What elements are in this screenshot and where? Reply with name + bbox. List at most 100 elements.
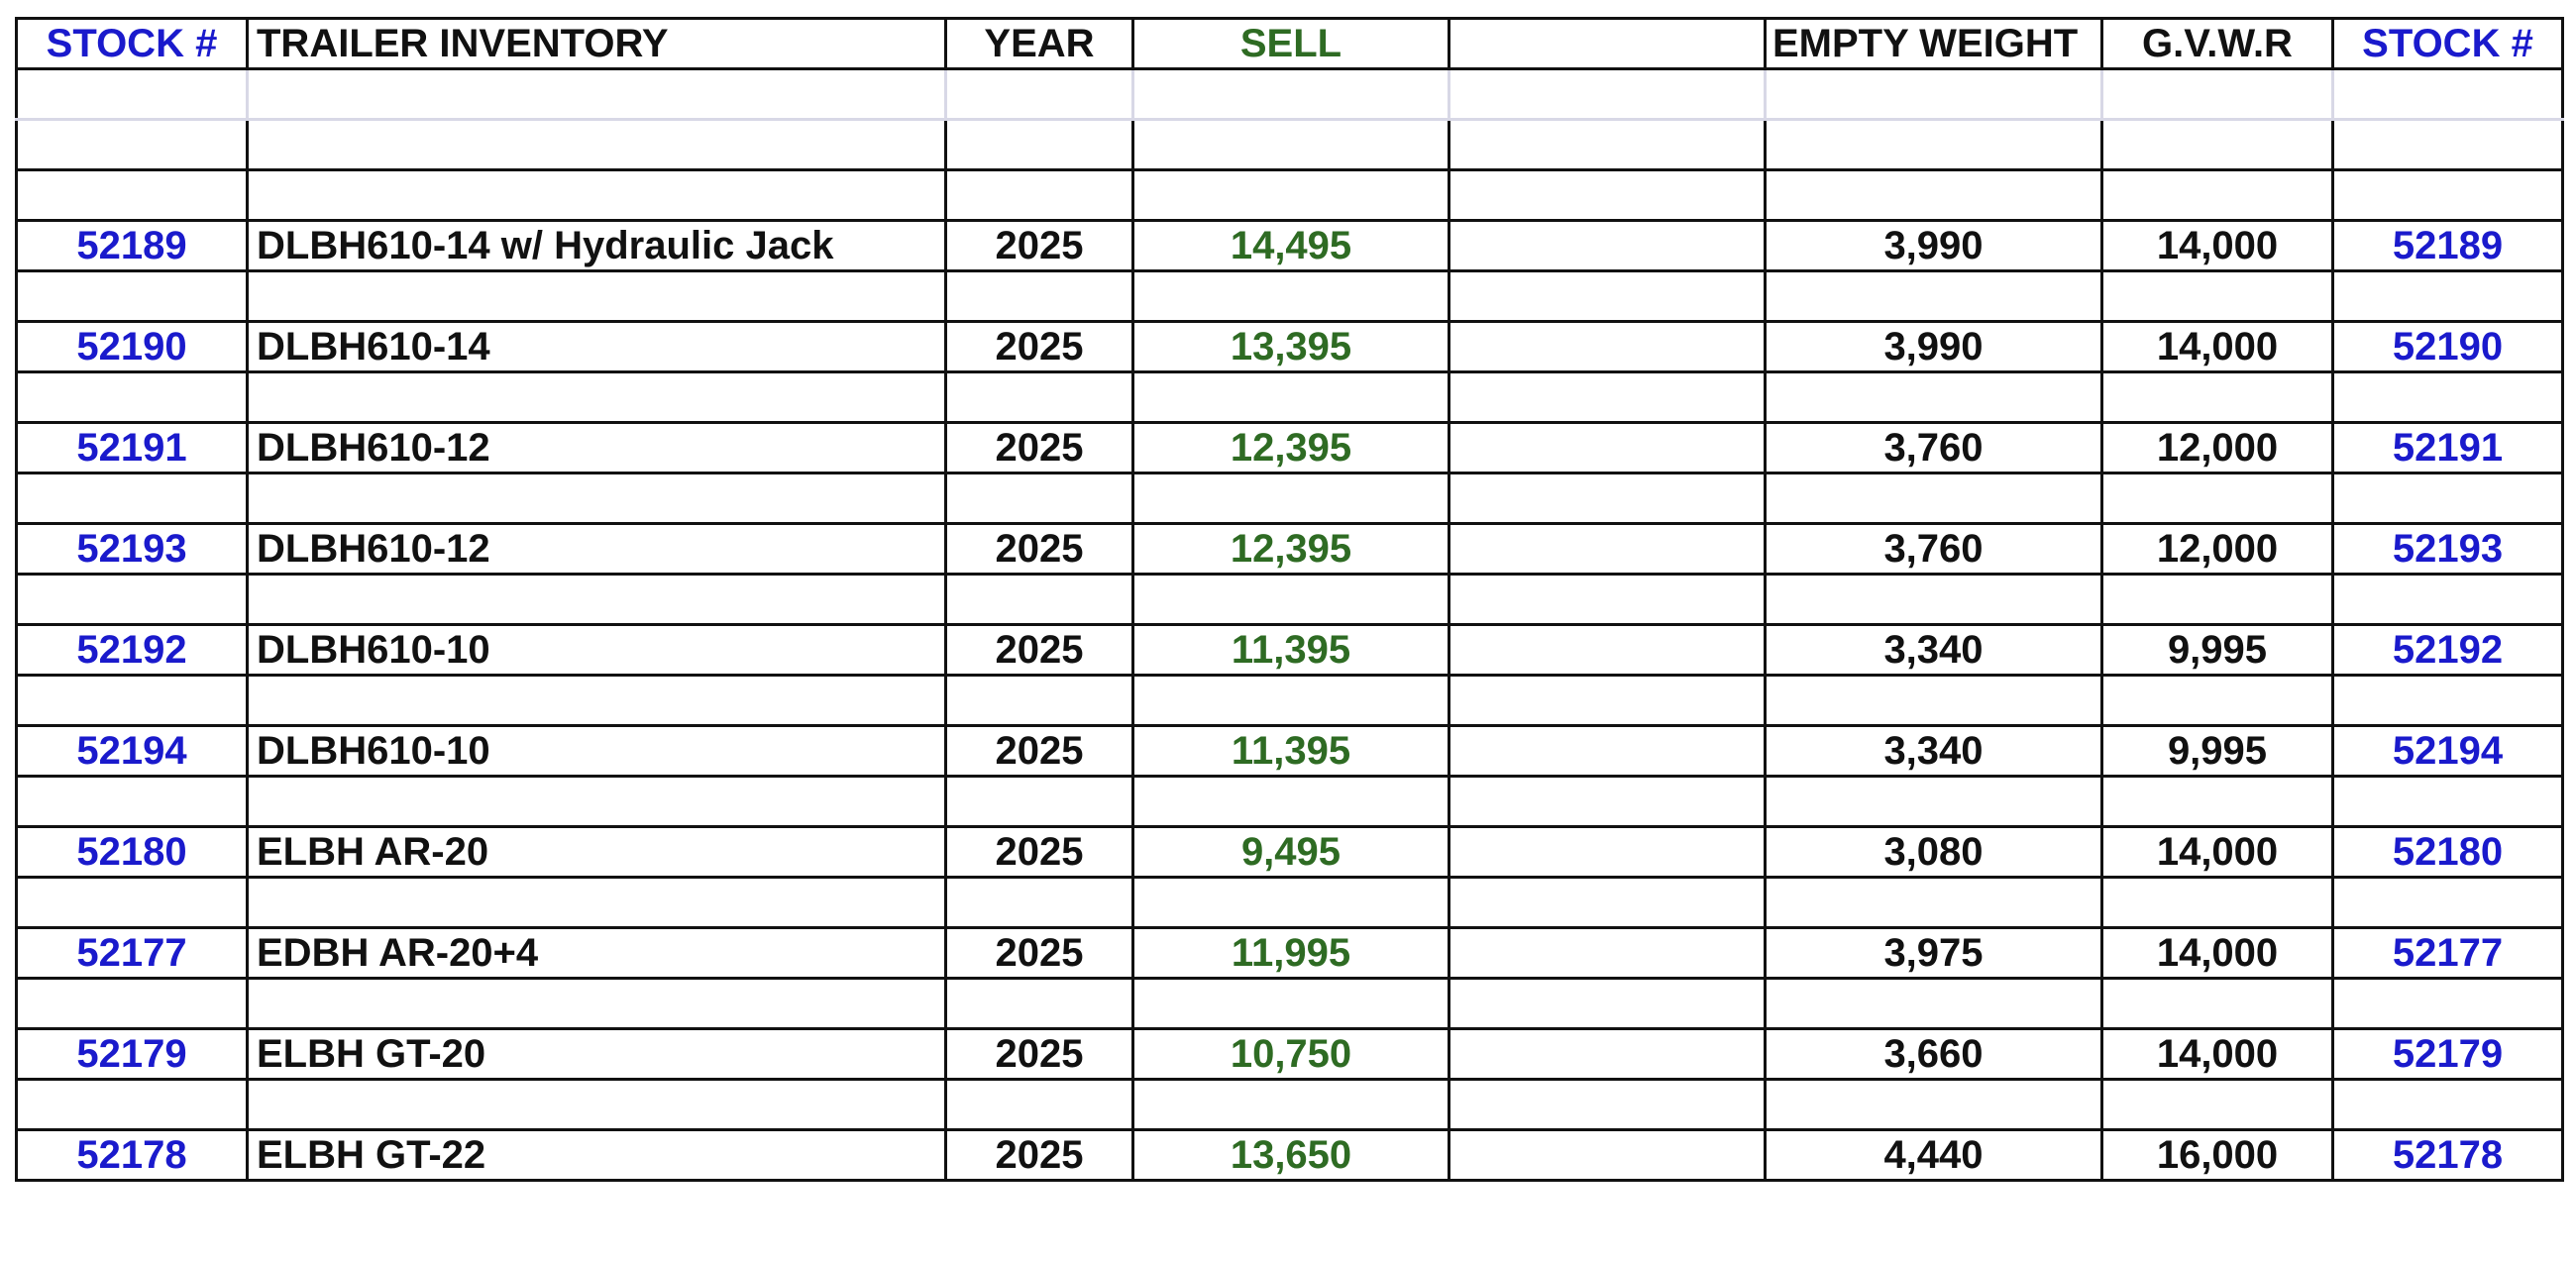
blank-cell[interactable]	[1448, 522, 1767, 576]
cell[interactable]	[1448, 573, 1767, 626]
cell[interactable]	[944, 1078, 1134, 1131]
cell[interactable]	[15, 118, 249, 171]
stock-number-right-cell[interactable]: 52192	[2331, 623, 2564, 677]
blank-cell[interactable]	[1448, 219, 1767, 272]
cell[interactable]	[944, 67, 1134, 121]
stock-number-cell[interactable]: 52191	[15, 421, 249, 474]
cell[interactable]	[1448, 977, 1767, 1030]
cell[interactable]	[944, 674, 1134, 727]
cell[interactable]	[15, 977, 249, 1030]
model-cell[interactable]: EDBH AR-20+4	[246, 926, 947, 980]
blank-cell[interactable]	[1448, 724, 1767, 778]
blank-cell[interactable]	[1448, 623, 1767, 677]
cell[interactable]	[1448, 1078, 1767, 1131]
model-cell[interactable]: ELBH GT-22	[246, 1128, 947, 1182]
cell[interactable]	[2331, 168, 2564, 222]
cell[interactable]	[944, 370, 1134, 424]
empty-weight-cell[interactable]: 3,760	[1764, 522, 2103, 576]
gvwr-cell[interactable]: 12,000	[2100, 522, 2334, 576]
cell[interactable]	[1448, 269, 1767, 323]
cell[interactable]	[1448, 876, 1767, 929]
cell[interactable]	[944, 118, 1134, 171]
cell[interactable]	[1131, 775, 1450, 828]
stock-number-right-cell[interactable]: 52177	[2331, 926, 2564, 980]
stock-number-right-cell[interactable]: 52189	[2331, 219, 2564, 272]
header-gvwr[interactable]: G.V.W.R	[2100, 17, 2334, 70]
cell[interactable]	[2331, 876, 2564, 929]
cell[interactable]	[1448, 67, 1767, 121]
cell[interactable]	[246, 977, 947, 1030]
empty-weight-cell[interactable]: 3,660	[1764, 1027, 2103, 1081]
cell[interactable]	[944, 269, 1134, 323]
empty-weight-cell[interactable]: 3,340	[1764, 623, 2103, 677]
header-stock-left[interactable]: STOCK #	[15, 17, 249, 70]
header-trailer-inventory[interactable]: TRAILER INVENTORY	[246, 17, 947, 70]
cell[interactable]	[15, 67, 249, 121]
empty-weight-cell[interactable]: 3,990	[1764, 320, 2103, 373]
cell[interactable]	[1764, 269, 2103, 323]
cell[interactable]	[1764, 674, 2103, 727]
cell[interactable]	[246, 674, 947, 727]
cell[interactable]	[246, 269, 947, 323]
year-cell[interactable]: 2025	[944, 623, 1134, 677]
blank-cell[interactable]	[1448, 926, 1767, 980]
cell[interactable]	[1131, 118, 1450, 171]
cell[interactable]	[15, 775, 249, 828]
cell[interactable]	[2331, 1078, 2564, 1131]
model-cell[interactable]: DLBH610-12	[246, 421, 947, 474]
cell[interactable]	[15, 370, 249, 424]
cell[interactable]	[1131, 168, 1450, 222]
year-cell[interactable]: 2025	[944, 320, 1134, 373]
cell[interactable]	[246, 472, 947, 525]
empty-weight-cell[interactable]: 3,760	[1764, 421, 2103, 474]
sell-price-cell[interactable]: 11,995	[1131, 926, 1450, 980]
cell[interactable]	[1448, 775, 1767, 828]
header-year[interactable]: YEAR	[944, 17, 1134, 70]
cell[interactable]	[246, 370, 947, 424]
gvwr-cell[interactable]: 14,000	[2100, 219, 2334, 272]
cell[interactable]	[15, 1078, 249, 1131]
cell[interactable]	[1131, 573, 1450, 626]
cell[interactable]	[1764, 67, 2103, 121]
cell[interactable]	[246, 118, 947, 171]
cell[interactable]	[1764, 775, 2103, 828]
cell[interactable]	[1131, 977, 1450, 1030]
cell[interactable]	[2331, 977, 2564, 1030]
blank-cell[interactable]	[1448, 320, 1767, 373]
cell[interactable]	[15, 168, 249, 222]
cell[interactable]	[1131, 472, 1450, 525]
year-cell[interactable]: 2025	[944, 1128, 1134, 1182]
empty-weight-cell[interactable]: 3,080	[1764, 825, 2103, 879]
cell[interactable]	[2100, 1078, 2334, 1131]
cell[interactable]	[2100, 168, 2334, 222]
cell[interactable]	[1448, 674, 1767, 727]
cell[interactable]	[2100, 977, 2334, 1030]
cell[interactable]	[1448, 472, 1767, 525]
cell[interactable]	[1764, 168, 2103, 222]
cell[interactable]	[1131, 67, 1450, 121]
sell-price-cell[interactable]: 10,750	[1131, 1027, 1450, 1081]
cell[interactable]	[246, 876, 947, 929]
sell-price-cell[interactable]: 13,395	[1131, 320, 1450, 373]
cell[interactable]	[944, 977, 1134, 1030]
cell[interactable]	[944, 775, 1134, 828]
model-cell[interactable]: DLBH610-14	[246, 320, 947, 373]
cell[interactable]	[2331, 674, 2564, 727]
cell[interactable]	[15, 573, 249, 626]
cell[interactable]	[2100, 118, 2334, 171]
cell[interactable]	[944, 573, 1134, 626]
cell[interactable]	[944, 876, 1134, 929]
gvwr-cell[interactable]: 12,000	[2100, 421, 2334, 474]
empty-weight-cell[interactable]: 3,975	[1764, 926, 2103, 980]
cell[interactable]	[1764, 118, 2103, 171]
cell[interactable]	[15, 269, 249, 323]
cell[interactable]	[2100, 67, 2334, 121]
gvwr-cell[interactable]: 14,000	[2100, 825, 2334, 879]
stock-number-cell[interactable]: 52194	[15, 724, 249, 778]
stock-number-cell[interactable]: 52177	[15, 926, 249, 980]
model-cell[interactable]: ELBH AR-20	[246, 825, 947, 879]
stock-number-right-cell[interactable]: 52193	[2331, 522, 2564, 576]
gvwr-cell[interactable]: 14,000	[2100, 1027, 2334, 1081]
model-cell[interactable]: DLBH610-10	[246, 724, 947, 778]
stock-number-right-cell[interactable]: 52179	[2331, 1027, 2564, 1081]
